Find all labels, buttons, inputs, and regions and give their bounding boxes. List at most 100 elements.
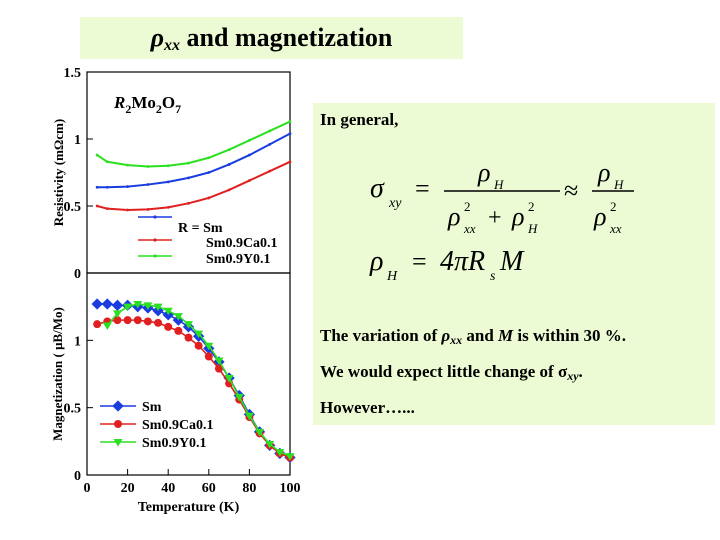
data-point-ca: [113, 316, 122, 325]
data-point-y: [112, 310, 122, 318]
data-point-ca: [268, 169, 272, 173]
data-point-ca: [154, 318, 163, 327]
data-point-y: [126, 163, 129, 167]
eq1-approx: ≈: [564, 176, 578, 205]
data-point-y: [265, 441, 275, 449]
y-axis-label: Magnetization ( μB/Mo): [50, 307, 65, 441]
data-point-y: [163, 307, 173, 316]
data-point-ca: [187, 201, 190, 205]
eq1-num: ρ: [477, 158, 490, 187]
data-point-y: [143, 302, 153, 310]
data-point-ca: [164, 322, 173, 331]
y-tick-label: 0.5: [64, 402, 82, 417]
legend-marker-ca: [153, 238, 157, 242]
y-tick-label: 1: [74, 133, 81, 148]
x-tick-label: 20: [121, 481, 135, 496]
note-expect: We would expect little change of σxy.: [320, 362, 583, 384]
data-point-y: [204, 342, 214, 351]
data-point-sm: [248, 153, 251, 157]
expect-sigma: σ: [557, 362, 568, 381]
data-point-y: [288, 120, 292, 123]
eq2-rhs: 4πR: [440, 246, 485, 277]
x-tick-label: 0: [84, 481, 91, 496]
variation-m: M: [498, 326, 514, 345]
eq1-lhs: σ: [370, 173, 385, 204]
data-point-ca: [105, 207, 109, 211]
series-line-y: [96, 120, 291, 168]
data-point-sm: [187, 176, 190, 180]
data-point-y: [184, 321, 193, 329]
data-point-sm: [166, 180, 170, 184]
legend-marker-sm: [112, 400, 124, 412]
eq1-rden-sub: xx: [609, 221, 622, 236]
expect-sigma-sub: xy: [567, 369, 579, 383]
data-point-y: [133, 300, 143, 309]
x-tick-label: 80: [242, 481, 256, 496]
data-point-y: [207, 156, 211, 160]
data-point-y: [214, 357, 224, 366]
data-point-sm: [288, 132, 292, 136]
plot-frame-1: [86, 272, 291, 476]
variation-pre: The variation of: [320, 326, 442, 345]
eq1-den2-sup: 2: [528, 199, 535, 214]
data-point-ca: [126, 208, 129, 212]
data-point-y: [227, 148, 231, 152]
variation-post: is within 30 %.: [513, 326, 627, 345]
title-rho-subscript: xx: [164, 37, 181, 54]
y-tick-label: 1: [74, 334, 81, 349]
data-point-ca: [207, 196, 211, 200]
x-tick-label: 40: [161, 481, 175, 496]
eq1-den-sup: 2: [464, 199, 471, 214]
equation-1: σ xy = ρ H ρ 2 xx + ρ 2 H ≈ ρ H ρ 2 xx: [370, 158, 634, 236]
data-point-y: [187, 161, 190, 165]
legend-label-y: Sm0.9Y0.1: [206, 252, 271, 267]
compound-label: R2Mo2O7: [113, 93, 181, 116]
data-point-y: [244, 412, 254, 421]
data-point-ca: [288, 160, 292, 164]
data-point-ca: [214, 364, 223, 373]
data-point-sm: [268, 142, 272, 146]
eq2-lhs-sub: H: [386, 269, 398, 284]
data-point-y: [166, 164, 170, 168]
eq1-den: ρ: [447, 202, 460, 231]
data-point-y: [105, 160, 109, 164]
eq2-equals: =: [412, 247, 427, 276]
eq1-num-sub: H: [493, 177, 504, 192]
data-point-y: [285, 453, 295, 461]
note-however: However…...: [320, 398, 415, 417]
data-point-sm: [95, 185, 99, 189]
eq2-rhs-sub: s: [490, 269, 496, 284]
y-axis-label: Resistivity (mΩcm): [51, 119, 66, 227]
y-tick-label: 0.5: [64, 200, 82, 215]
data-point-ca: [123, 316, 132, 325]
legend-label-sm: Sm: [142, 400, 162, 415]
eq1-den2-sub: H: [527, 221, 538, 236]
legend-marker-ca: [114, 420, 122, 428]
legend-label-y: Sm0.9Y0.1: [142, 436, 207, 451]
title-rest: and magnetization: [180, 23, 393, 52]
data-point-ca: [95, 204, 99, 208]
data-point-sm: [126, 185, 129, 188]
data-point-y: [102, 322, 112, 331]
legend-label-sm: R = Sm: [178, 221, 223, 236]
data-point-ca: [174, 326, 183, 335]
slide-title: ρxx and magnetization: [80, 17, 463, 59]
series-line-sm: [97, 132, 291, 189]
equation-2: ρ H = 4πR s M: [369, 246, 525, 284]
data-point-y: [275, 449, 285, 457]
y-tick-label: 1.5: [64, 66, 82, 81]
data-point-sm: [227, 163, 231, 166]
legend-label-ca: Sm0.9Ca0.1: [206, 236, 278, 251]
data-point-y: [194, 330, 204, 339]
note-panel: [313, 103, 715, 425]
note-variation: The variation of ρxx and M is within 30 …: [320, 326, 626, 348]
eq1-rnum-sub: H: [613, 177, 624, 192]
legend-marker-y: [153, 254, 157, 258]
data-point-y: [123, 303, 133, 312]
data-point-y: [146, 165, 150, 168]
data-point-sm: [105, 185, 109, 189]
expect-post: .: [578, 362, 583, 381]
eq1-rden-sup: 2: [610, 199, 617, 214]
note-general: In general,: [320, 110, 399, 129]
